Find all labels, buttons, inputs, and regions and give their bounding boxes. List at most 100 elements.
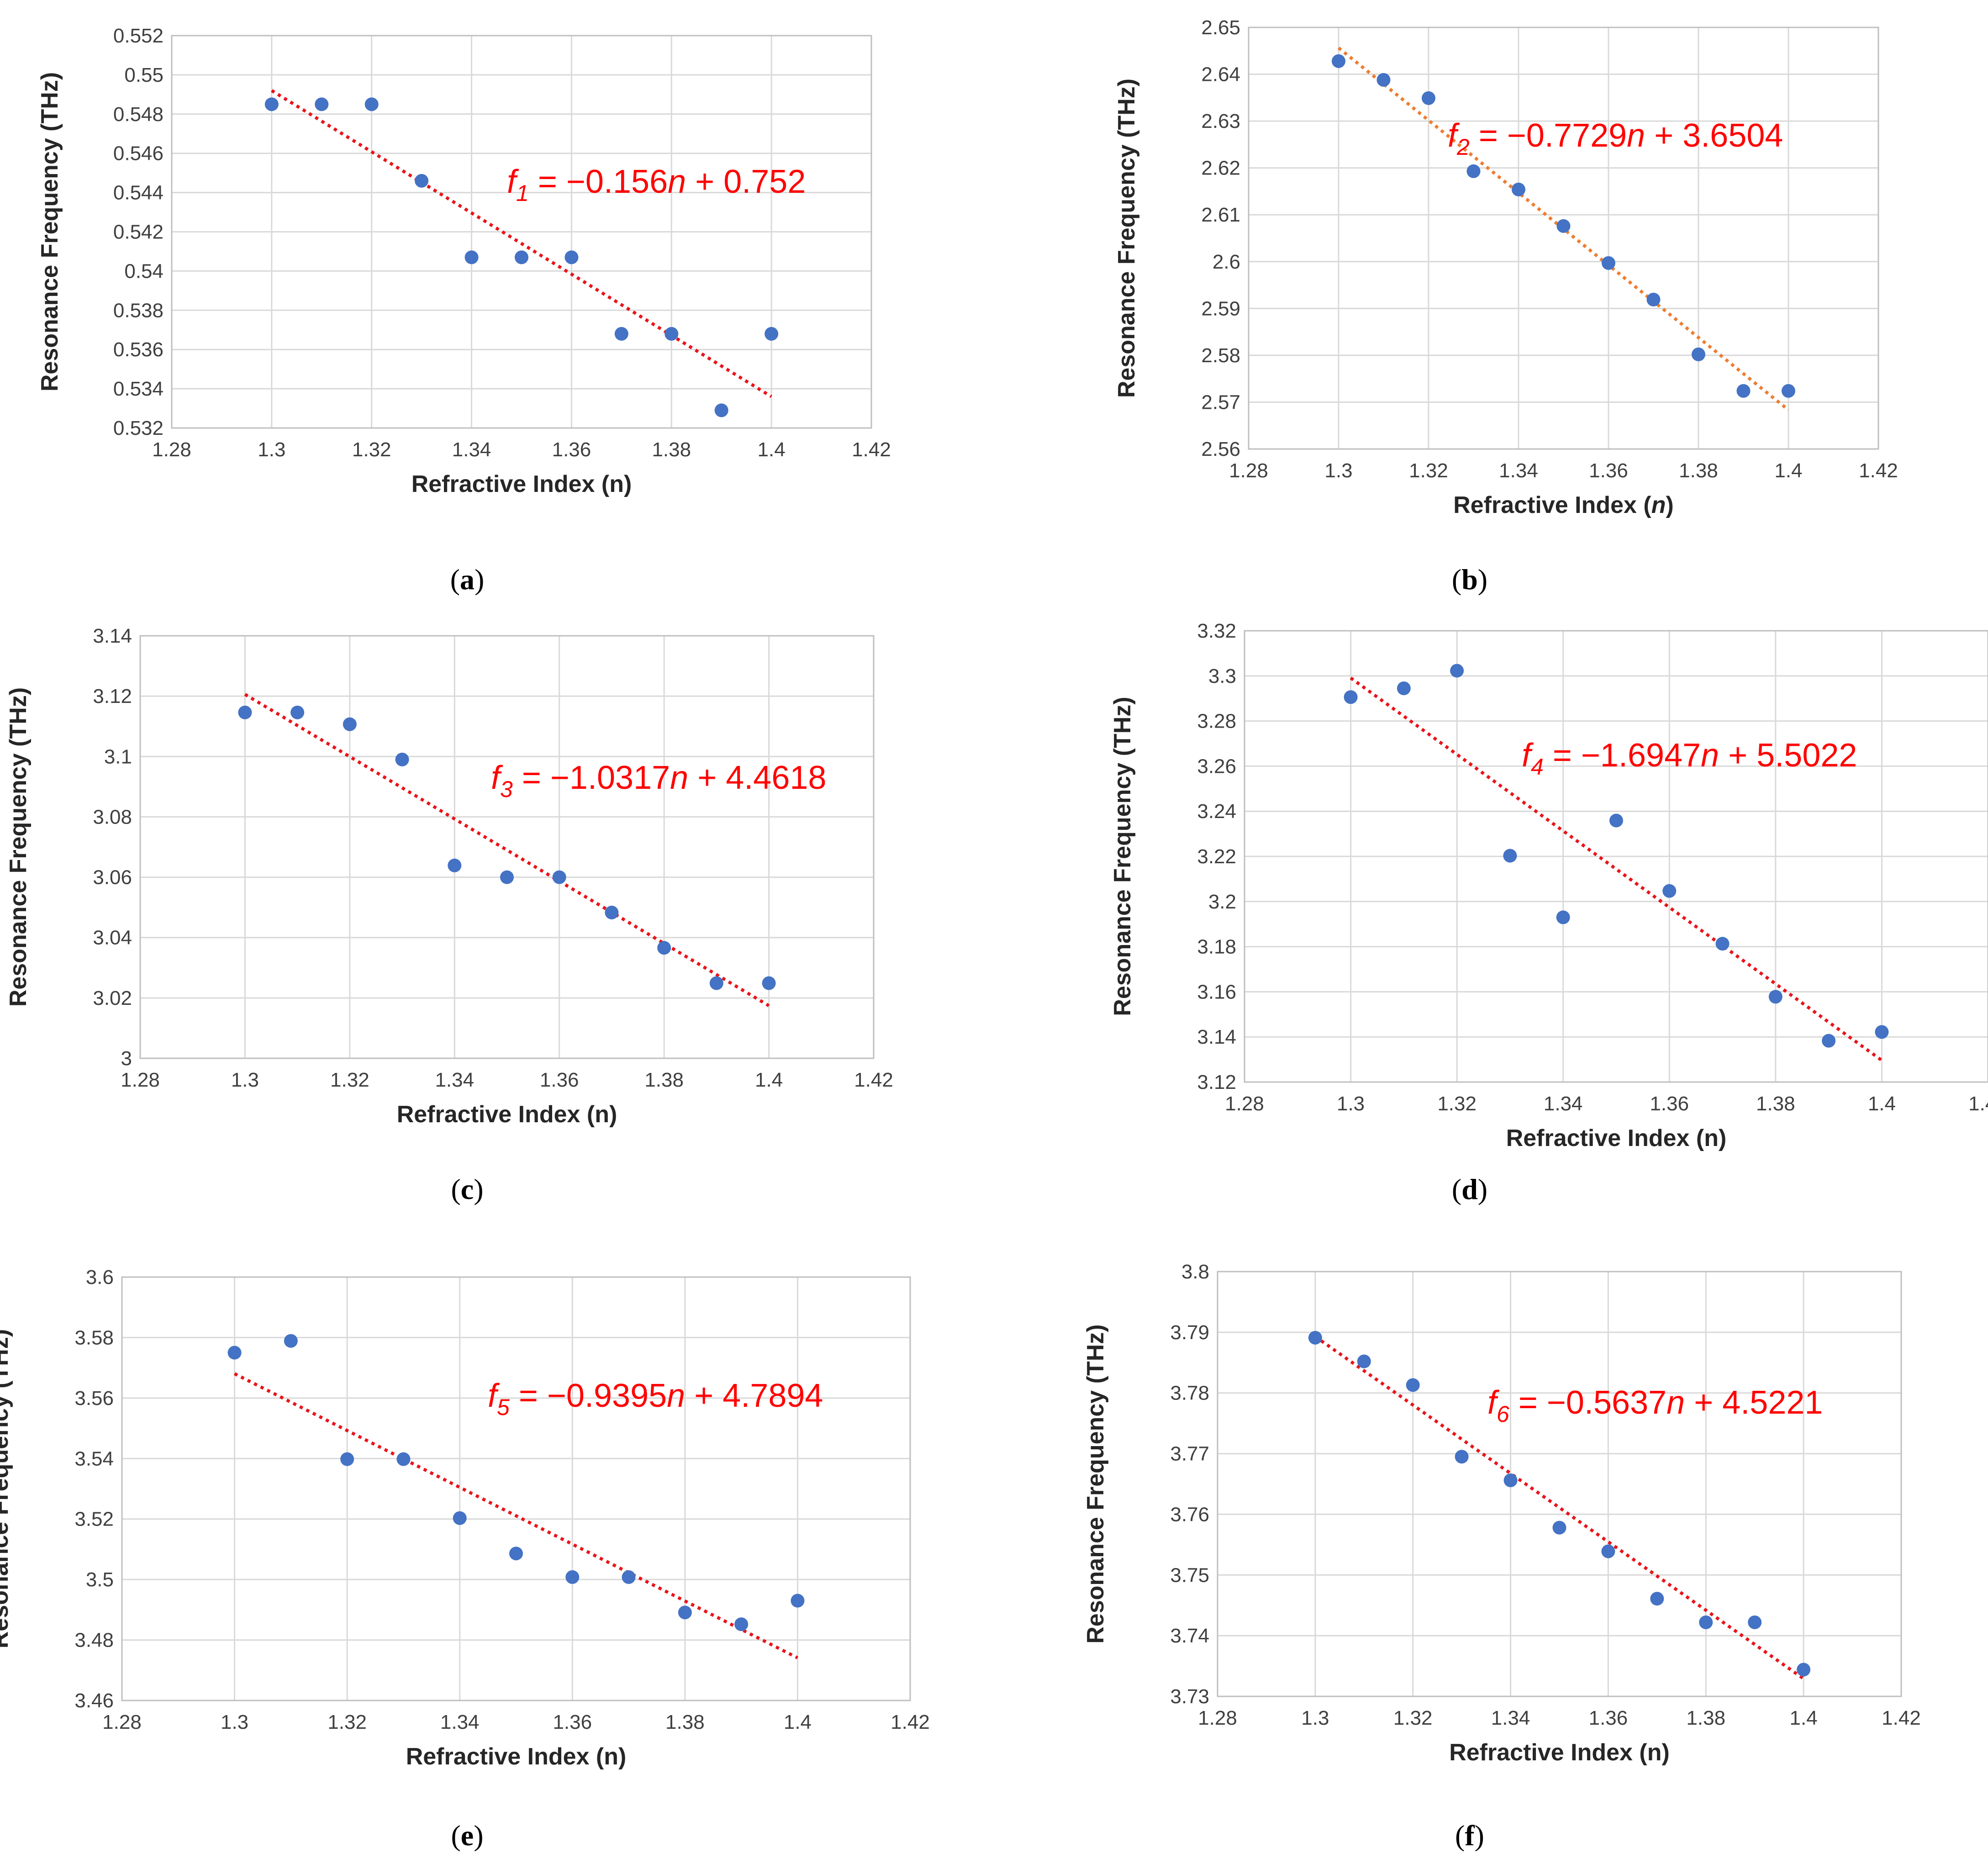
y-tick-label: 3.74 [1170,1625,1209,1647]
x-axis-label: Refractive Index (n) [406,1743,627,1770]
x-tick-label: 1.36 [552,438,591,461]
y-tick-label: 3.46 [74,1690,114,1712]
y-tick-label: 3.78 [1170,1382,1209,1405]
data-point [678,1605,692,1620]
x-tick-label: 1.28 [1198,1707,1237,1729]
x-tick-label: 1.42 [1859,459,1898,482]
y-tick-label: 3.76 [1170,1503,1209,1526]
equation-intercept: + 3.6504 [1645,117,1783,154]
panel-label-close: ) [475,563,484,596]
x-tick-label: 1.36 [540,1069,579,1091]
panel-label-open: ( [451,1819,460,1852]
data-point [284,1334,298,1348]
y-tick-label: 3.56 [74,1387,114,1410]
equation-variable: n [668,164,686,200]
panel-label-letter: e [461,1819,474,1852]
y-tick-label: 3.77 [1170,1443,1209,1465]
y-tick-label: 3.22 [1197,845,1236,868]
x-tick-label: 1.3 [258,438,285,461]
panel-label: (a) [450,563,485,596]
chart-panel-d: 1.28 1.3 1.32 1.34 1.36 1.38 1.4 1.42 3.12 3.14 3.… [1109,620,1988,1205]
data-point [1736,384,1751,398]
equation-subscript: 3 [500,776,513,802]
y-axis-label: Resonance Frequency (THz) [37,72,63,391]
equation-slope: = −0.156 [529,164,668,200]
data-point [605,905,619,919]
y-tick-label: 3.54 [74,1447,114,1470]
panel-label: (c) [451,1173,483,1205]
data-point [1822,1034,1836,1048]
y-tick-label: 3.04 [93,927,132,949]
x-axis-label: Refractive Index (n) [411,471,632,497]
x-tick-label: 1.38 [652,438,691,461]
panel-label-open: ( [451,1173,460,1205]
equation-intercept: + 4.7894 [685,1378,823,1414]
data-point [1797,1663,1811,1677]
data-point [315,97,329,111]
y-tick-label: 3.79 [1170,1321,1209,1344]
data-point [1344,690,1358,704]
y-tick-label: 3.32 [1197,620,1236,642]
data-point [1699,1615,1713,1629]
trendline-equation: f4 = −1.6947n + 5.5022 [1522,737,1857,780]
y-tick-label: 3.14 [93,625,132,647]
data-point [1552,1521,1566,1535]
y-tick-label: 2.6 [1213,251,1240,273]
x-tick-label: 1.3 [1324,459,1352,482]
x-tick-label: 1.28 [152,438,191,461]
panel-label: (e) [451,1819,483,1852]
equation-variable: n [1666,1384,1685,1421]
y-tick-label: 2.59 [1201,297,1240,320]
data-point [340,1452,354,1466]
data-point [614,327,628,341]
data-point [415,174,429,188]
y-tick-label: 3.08 [93,806,132,828]
equation-variable: n [670,760,688,796]
x-tick-label: 1.4 [1774,459,1802,482]
trendline-equation: f1 = −0.156n + 0.752 [507,164,806,206]
data-point [714,403,728,417]
y-tick-label: 0.538 [113,299,163,322]
x-axis-label: Refractive Index (n) [397,1101,617,1128]
x-tick-label: 1.28 [102,1711,142,1733]
data-point [565,1570,580,1584]
data-point [765,327,779,341]
y-tick-label: 3.24 [1197,800,1236,823]
x-tick-label: 1.38 [1686,1707,1725,1729]
panel-label-letter: b [1461,563,1478,596]
x-tick-label: 1.28 [1225,1093,1264,1115]
data-point [1556,219,1571,233]
y-tick-label: 3.52 [74,1508,114,1531]
y-tick-label: 3.12 [93,685,132,708]
plot-area-frame [121,1276,911,1701]
x-axis-label-text: Refractive Index (n) [1449,1739,1670,1766]
x-tick-label: 1.38 [665,1711,705,1733]
data-point [1397,681,1411,695]
trendline [1350,676,1883,1062]
data-point [1406,1378,1420,1392]
data-point [1748,1615,1762,1629]
data-point [238,705,252,719]
data-point [1503,849,1517,863]
data-point [664,327,679,341]
data-point [290,705,305,719]
panel-label-open: ( [450,563,460,596]
equation-variable: n [1627,117,1645,154]
y-tick-label: 3.28 [1197,710,1236,733]
y-tick-label: 3.06 [93,866,132,889]
x-tick-label: 1.38 [1679,459,1718,482]
data-point [500,870,514,884]
y-tick-label: 2.64 [1201,63,1240,86]
trendline [233,1372,799,1659]
equation-slope: = −0.7729 [1470,117,1627,154]
panel-label-open: ( [1452,563,1461,596]
data-point [1308,1331,1322,1345]
data-point [464,250,479,264]
data-point [396,1452,411,1466]
data-point [1768,990,1782,1004]
y-tick-label: 2.62 [1201,157,1240,180]
data-point [552,870,566,884]
y-tick-label: 3.75 [1170,1564,1209,1586]
data-point [264,97,279,111]
